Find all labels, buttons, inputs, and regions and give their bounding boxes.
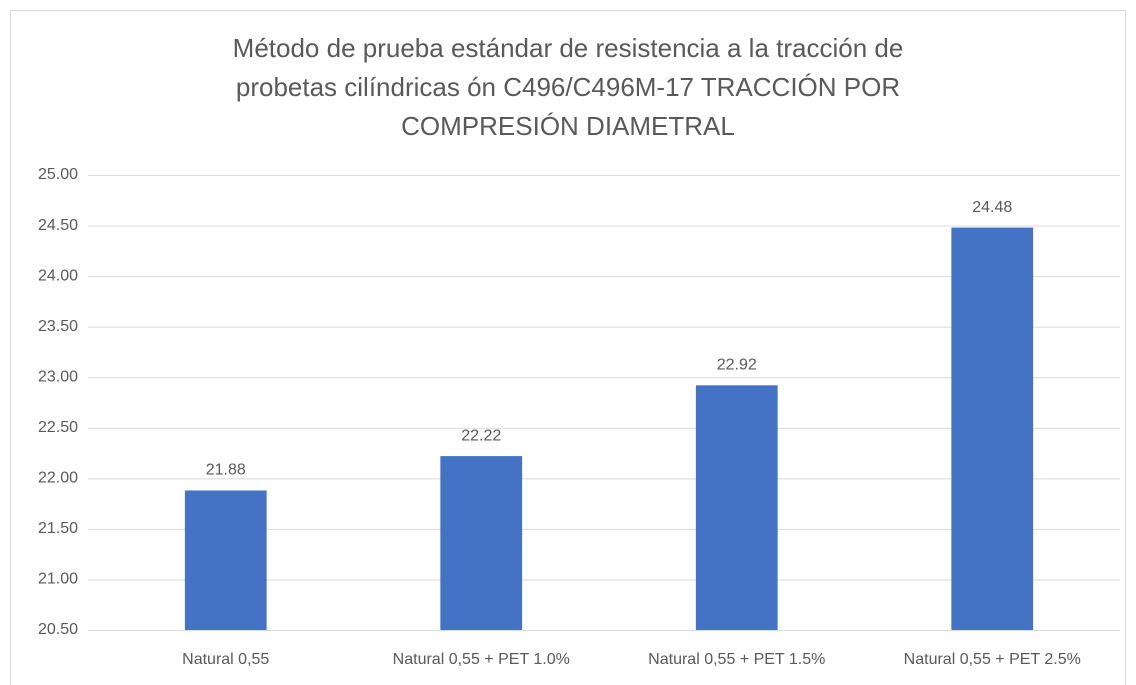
data-label: 22.22 (461, 427, 501, 444)
x-tick-label: Natural 0,55 + PET 1.5% (648, 651, 825, 668)
chart-title: probetas cilíndricas ón C496/C496M-17 TR… (236, 72, 900, 102)
y-tick-label: 25.00 (38, 166, 78, 183)
bar (440, 456, 523, 630)
y-tick-label: 24.00 (38, 267, 78, 284)
data-label: 21.88 (206, 462, 246, 479)
chart-title: Método de prueba estándar de resistencia… (233, 33, 904, 63)
chart-title: COMPRESIÓN DIAMETRAL (401, 111, 735, 141)
data-label: 22.92 (717, 357, 757, 374)
bar (951, 227, 1034, 631)
y-tick-label: 21.00 (38, 571, 78, 588)
y-tick-label: 20.50 (38, 621, 78, 638)
y-tick-label: 22.00 (38, 470, 78, 487)
y-tick-label: 23.50 (38, 318, 78, 335)
y-tick-label: 23.00 (38, 368, 78, 385)
x-tick-label: Natural 0,55 (182, 651, 269, 668)
bar (184, 490, 267, 630)
bar (695, 385, 778, 630)
y-tick-label: 22.50 (38, 419, 78, 436)
y-tick-label: 21.50 (38, 520, 78, 537)
y-tick-label: 24.50 (38, 217, 78, 234)
x-tick-label: Natural 0,55 + PET 1.0% (393, 651, 570, 668)
x-tick-label: Natural 0,55 + PET 2.5% (904, 651, 1081, 668)
data-label: 24.48 (972, 199, 1012, 216)
